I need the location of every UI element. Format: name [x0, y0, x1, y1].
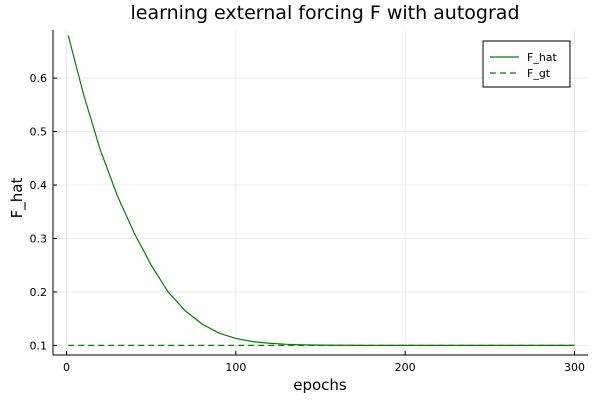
x-tick-label: 200 [395, 361, 416, 374]
legend-box [482, 40, 571, 88]
y-axis-label: F_hat [8, 178, 27, 219]
y-tick-label: 0.2 [30, 286, 48, 299]
x-tick-label: 100 [225, 361, 246, 374]
legend-label: F_hat [527, 51, 558, 64]
x-tick-label: 0 [63, 361, 70, 374]
x-tick-label: 300 [564, 361, 585, 374]
ticks: 0 100 200 300 0.1 0.2 0.3 0.4 0.5 0.6 [30, 72, 585, 374]
x-axis-label: epochs [293, 376, 347, 394]
series [67, 35, 575, 346]
y-tick-label: 0.4 [30, 179, 48, 192]
axes [52, 30, 588, 356]
chart-title: learning external forcing F with autogra… [131, 2, 520, 24]
legend: F_hat F_gt [482, 40, 571, 88]
y-tick-label: 0.6 [30, 72, 48, 85]
y-tick-label: 0.1 [30, 339, 48, 352]
y-tick-label: 0.5 [30, 126, 48, 139]
series-line-f-hat [67, 35, 575, 346]
y-tick-label: 0.3 [30, 232, 48, 245]
legend-label: F_gt [527, 67, 551, 80]
